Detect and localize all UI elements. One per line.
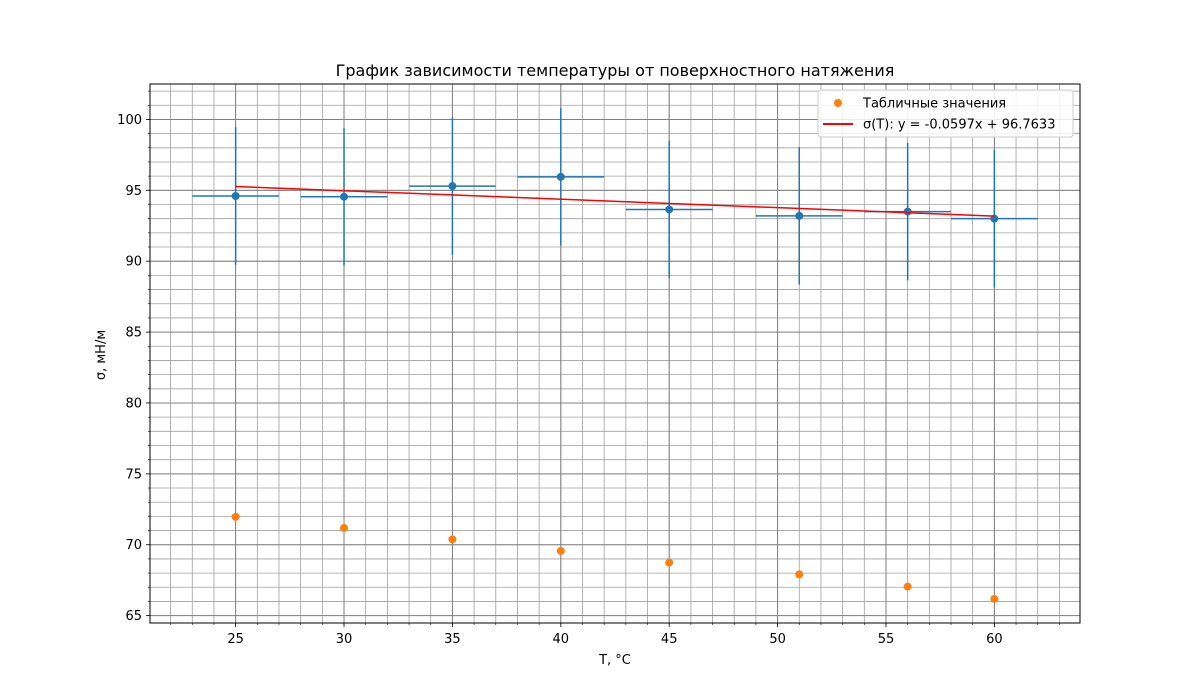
ticks: 25 30 35 40 45 50 55 60 65 70 75 80 85 90 95 100 [117,90,1060,647]
y-tick-label: 70 [125,538,142,553]
y-tick-label: 65 [125,609,142,624]
measured-point [340,192,349,201]
table-value-point [340,524,349,533]
y-axis-label: σ, мН/м [94,330,109,380]
y-tick-label: 95 [125,184,142,199]
legend-marker-scatter [834,99,842,107]
x-axis-label: T, °C [598,653,631,668]
legend-box [817,89,1074,138]
y-tick-label: 85 [125,326,142,341]
legend-label-line: σ(T): y = -0.0597x + 96.7633 [863,118,1055,133]
x-tick-label: 45 [661,632,678,647]
x-tick-label: 35 [444,632,461,647]
measured-point [903,207,912,216]
table-value-point [903,582,912,591]
chart-title: График зависимости температуры от поверх… [336,61,895,80]
y-tick-label: 75 [125,467,142,482]
measured-point [665,205,674,214]
table-value-point [556,546,565,555]
x-tick-label: 40 [553,632,570,647]
x-tick-label: 60 [986,632,1003,647]
measured-point [556,172,565,181]
x-tick-label: 50 [769,632,786,647]
table-value-point [231,512,240,521]
y-tick-label: 80 [125,396,142,411]
table-value-point [448,535,457,544]
measured-point [231,191,240,200]
legend-label-scatter: Табличные значения [862,97,1006,112]
fit-line [235,185,995,217]
legend: Табличные значения σ(T): y = -0.0597x + … [817,89,1074,138]
axes-frame [149,83,1081,624]
table-value-point [665,558,674,567]
x-tick-label: 25 [227,632,244,647]
measured-point [795,211,804,220]
table-value-point [990,594,999,603]
x-tick-label: 30 [336,632,353,647]
table-value-point [795,570,804,579]
measured-point [448,182,457,191]
y-tick-label: 90 [125,255,142,270]
y-tick-label: 100 [117,113,142,128]
x-tick-label: 55 [878,632,895,647]
plot-data [192,108,1038,603]
